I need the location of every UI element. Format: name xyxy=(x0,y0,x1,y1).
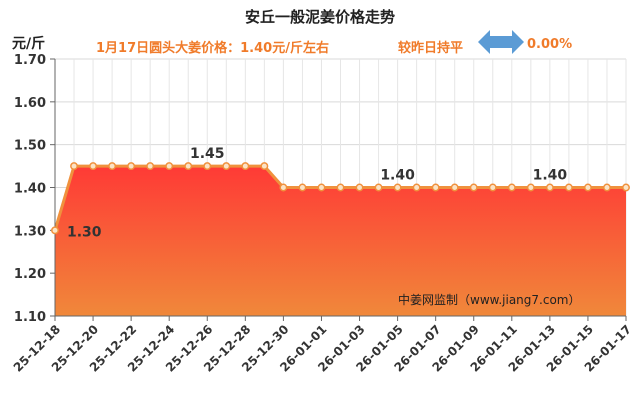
data-point xyxy=(317,183,326,192)
x-tick-labels: 25-12-1825-12-2025-12-2225-12-2425-12-26… xyxy=(11,316,634,375)
data-point xyxy=(526,183,535,192)
y-tick-labels: 1.10 1.20 1.30 1.40 1.50 1.60 1.70 xyxy=(14,53,55,325)
change-percent: 0.00% xyxy=(527,37,573,52)
data-point xyxy=(488,183,497,192)
data-point xyxy=(507,183,516,192)
y-tick-label: 1.10 xyxy=(14,310,46,325)
data-point xyxy=(431,183,440,192)
data-point xyxy=(146,162,155,171)
data-point xyxy=(622,183,630,192)
y-tick-label: 1.20 xyxy=(14,267,46,282)
data-label: 1.30 xyxy=(67,224,102,240)
y-axis-unit: 元/斤 xyxy=(12,36,46,52)
data-point xyxy=(127,162,136,171)
data-label: 1.40 xyxy=(533,168,568,184)
y-tick-label: 1.60 xyxy=(14,96,46,111)
y-tick-label: 1.70 xyxy=(14,53,46,68)
chart-title: 安丘一般泥姜价格走势 xyxy=(244,8,395,26)
data-points xyxy=(51,162,630,235)
data-point xyxy=(241,162,250,171)
data-label: 1.40 xyxy=(380,168,415,184)
data-point xyxy=(279,183,288,192)
data-point xyxy=(564,183,573,192)
data-point xyxy=(184,162,193,171)
data-point xyxy=(545,183,554,192)
data-point xyxy=(374,183,383,192)
data-point xyxy=(89,162,98,171)
data-point xyxy=(51,226,59,235)
data-point xyxy=(355,183,364,192)
watermark: 中姜网监制（www.jiang7.com） xyxy=(398,292,580,307)
left-right-arrow-icon xyxy=(478,30,524,54)
y-tick-label: 1.50 xyxy=(14,139,46,154)
data-point xyxy=(222,162,231,171)
data-point xyxy=(108,162,117,171)
y-tick-label: 1.30 xyxy=(14,224,46,239)
y-tick-label: 1.40 xyxy=(14,182,46,197)
area-fill xyxy=(55,166,626,316)
data-point xyxy=(583,183,592,192)
change-summary: 较昨日持平 xyxy=(398,41,464,56)
data-point xyxy=(298,183,307,192)
data-point xyxy=(165,162,174,171)
price-summary: 1月17日圆头大姜价格：1.40元/斤左右 xyxy=(96,41,329,56)
data-labels: 1.30 1.45 1.40 1.40 xyxy=(67,146,567,240)
data-point xyxy=(393,183,402,192)
data-point xyxy=(469,183,478,192)
data-label: 1.45 xyxy=(190,146,225,162)
data-point xyxy=(412,183,421,192)
data-point xyxy=(203,162,212,171)
data-point xyxy=(603,183,611,192)
data-point xyxy=(70,162,78,171)
data-point xyxy=(336,183,345,192)
data-point xyxy=(260,162,269,171)
data-point xyxy=(450,183,459,192)
